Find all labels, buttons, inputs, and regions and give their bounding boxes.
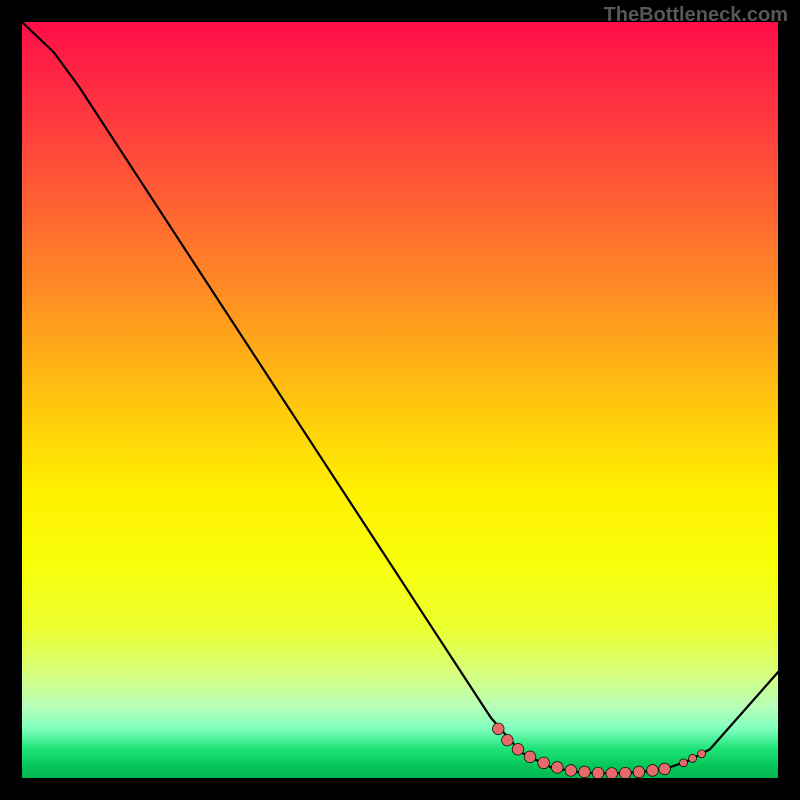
curve-marker [512,743,524,755]
figure-stage: TheBottleneck.com [0,0,800,800]
bottleneck-chart [22,22,778,778]
curve-marker [502,734,514,746]
curve-marker [492,723,504,735]
curve-marker [538,757,550,769]
curve-marker [698,750,706,758]
curve-marker [619,767,631,778]
curve-marker [524,751,536,763]
curve-marker [680,759,688,767]
curve-marker [565,765,577,777]
chart-background [22,22,778,778]
curve-marker [579,766,591,778]
curve-marker [551,762,563,774]
curve-marker [659,763,671,775]
curve-marker [689,754,697,762]
curve-marker [592,767,604,778]
curve-marker [647,765,659,777]
curve-marker [633,766,645,778]
curve-marker [606,768,618,778]
